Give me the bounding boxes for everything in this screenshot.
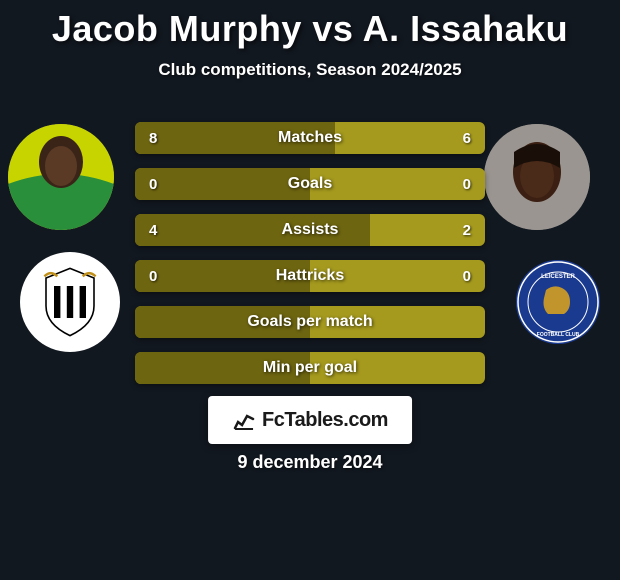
stat-value-left: 8 (149, 122, 157, 154)
stat-row: Goals per match (135, 306, 485, 338)
fctables-logo-text: FcTables.com (262, 409, 388, 432)
comparison-subtitle: Club competitions, Season 2024/2025 (0, 60, 620, 80)
stat-value-right: 6 (463, 122, 471, 154)
stat-label: Assists (135, 214, 485, 246)
stat-value-right: 0 (463, 168, 471, 200)
svg-text:LEICESTER: LEICESTER (541, 274, 575, 280)
stat-value-right: 0 (463, 260, 471, 292)
stat-row: Min per goal (135, 352, 485, 384)
stat-value-left: 4 (149, 214, 157, 246)
stat-value-left: 0 (149, 168, 157, 200)
stat-row: Matches8 6 (135, 122, 485, 154)
club-left-badge (20, 252, 120, 352)
stat-label: Min per goal (135, 352, 485, 384)
comparison-card: Jacob Murphy vs A. Issahaku Club competi… (0, 0, 620, 580)
stat-row: Assists4 2 (135, 214, 485, 246)
player-right-avatar (484, 124, 590, 230)
player-left-avatar-image (8, 124, 114, 230)
stat-label: Matches (135, 122, 485, 154)
fctables-logo: FcTables.com (208, 396, 412, 444)
stat-label: Goals per match (135, 306, 485, 338)
newcastle-crest-icon (30, 262, 110, 342)
stat-value-right: 2 (463, 214, 471, 246)
comparison-date: 9 december 2024 (0, 452, 620, 473)
stats-bars: Matches86Goals00Assists42Hattricks00Goal… (135, 122, 485, 398)
player-left-avatar (8, 124, 114, 230)
club-right-badge: LEICESTER FOOTBALL CLUB (516, 260, 600, 344)
stat-label: Hattricks (135, 260, 485, 292)
leicester-crest-icon: LEICESTER FOOTBALL CLUB (516, 260, 600, 344)
stat-row: Hattricks0 0 (135, 260, 485, 292)
player-right-avatar-image (484, 124, 590, 230)
chart-icon (232, 408, 256, 432)
comparison-title: Jacob Murphy vs A. Issahaku (0, 8, 620, 50)
stat-value-left: 0 (149, 260, 157, 292)
stat-label: Goals (135, 168, 485, 200)
stat-row: Goals0 0 (135, 168, 485, 200)
svg-text:FOOTBALL CLUB: FOOTBALL CLUB (537, 332, 580, 338)
